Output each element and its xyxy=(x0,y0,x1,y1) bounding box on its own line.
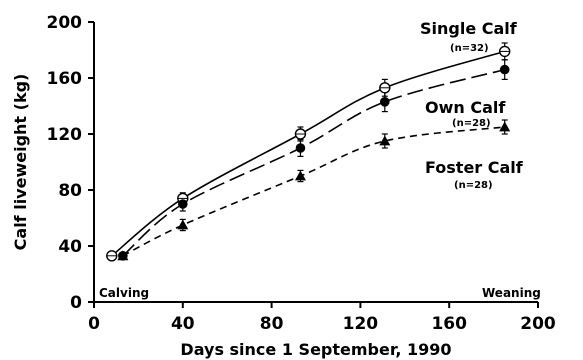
point-own-calf-2 xyxy=(295,143,306,153)
series-labels: Single Calf (n=32) Own Calf (n=28) Foste… xyxy=(420,19,524,191)
point-own-calf-3 xyxy=(380,97,390,107)
axes xyxy=(93,22,538,303)
n-label-foster-calf: (n=28) xyxy=(454,180,493,191)
point-foster-calf-1 xyxy=(177,219,189,230)
x-axis-title: Days since 1 September, 1990 xyxy=(180,340,451,359)
y-tick-label-0: 0 xyxy=(70,293,82,313)
x-tick-label-160: 160 xyxy=(431,314,467,334)
series-label-single-calf: Single Calf xyxy=(420,19,518,38)
y-tick-label-120: 120 xyxy=(47,125,83,145)
n-label-single-calf: (n=32) xyxy=(450,43,489,54)
line-single-calf xyxy=(111,50,505,257)
x-tick-label-120: 120 xyxy=(343,314,379,334)
annotation-calving: Calving xyxy=(99,286,149,300)
point-foster-calf-3 xyxy=(379,135,391,146)
ticks: 0 40 80 120 160 200 0 40 80 120 160 200 xyxy=(47,13,556,334)
series-label-foster-calf: Foster Calf xyxy=(425,158,524,177)
series-label-own-calf: Own Calf xyxy=(425,98,506,117)
line-foster-calf xyxy=(122,126,505,257)
error-bars xyxy=(179,42,508,232)
point-own-calf-4 xyxy=(499,64,510,75)
point-foster-calf-0 xyxy=(117,250,129,261)
y-tick-label-200: 200 xyxy=(47,13,83,33)
point-own-calf-1 xyxy=(178,199,188,209)
point-foster-calf-4 xyxy=(499,121,511,132)
y-tick-label-40: 40 xyxy=(58,237,82,257)
n-label-own-calf: (n=28) xyxy=(452,118,491,129)
y-tick-label-160: 160 xyxy=(47,69,83,89)
x-tick-label-0: 0 xyxy=(88,314,100,334)
series-curves xyxy=(111,50,505,257)
annotation-weaning: Weaning xyxy=(482,286,541,300)
series-markers xyxy=(106,45,511,262)
y-axis-title: Calf liveweight (kg) xyxy=(11,74,30,251)
point-foster-calf-2 xyxy=(294,170,306,181)
x-tick-label-40: 40 xyxy=(171,314,195,334)
x-tick-label-200: 200 xyxy=(520,314,556,334)
x-tick-label-80: 80 xyxy=(260,314,284,334)
y-tick-label-80: 80 xyxy=(58,181,82,201)
